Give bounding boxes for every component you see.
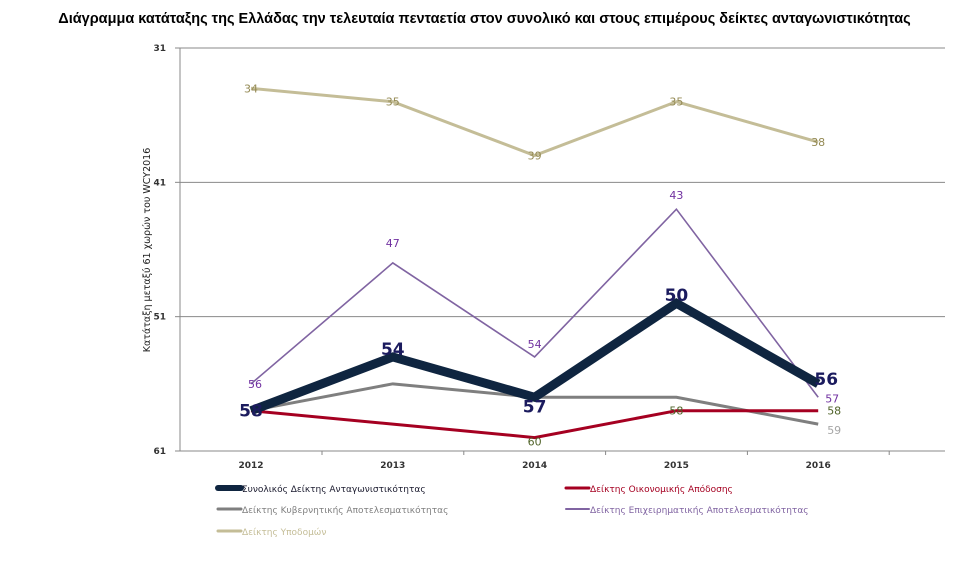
data-label: 58: [827, 405, 841, 418]
data-label: 57: [523, 397, 547, 417]
x-tick-label: 2016: [806, 461, 831, 471]
x-tick-label: 2012: [238, 461, 263, 471]
data-label: 58: [239, 402, 263, 422]
data-label: 35: [386, 96, 400, 109]
series-line: [250, 207, 819, 398]
legend-label: Συνολικός Δείκτης Ανταγωνιστικότητας: [242, 484, 426, 495]
data-label: 59: [827, 424, 841, 437]
y-tick-label: 61: [153, 447, 166, 457]
data-label: 54: [528, 338, 542, 351]
data-label: 50: [665, 286, 689, 306]
legend-label: Δείκτης Κυβερνητικής Αποτελεσματικότητας: [242, 505, 448, 516]
data-label: 54: [381, 340, 405, 360]
legend-label: Δείκτης Υποδομών: [242, 527, 326, 538]
data-label: 39: [528, 149, 542, 162]
data-label: 56: [248, 378, 262, 391]
y-axis-label: Κατάταξη μεταξύ 61 χωρών του WCY2016: [142, 148, 153, 353]
y-tick-label: 51: [153, 313, 166, 323]
data-label: 47: [386, 237, 400, 250]
legend-label: Δείκτης Επιχειρηματικής Αποτελεσματικότη…: [590, 505, 809, 516]
data-label: 56: [814, 370, 838, 390]
series-line: [249, 297, 821, 415]
data-label: 35: [669, 96, 683, 109]
x-tick-label: 2013: [380, 461, 405, 471]
y-tick-label: 31: [153, 44, 166, 54]
x-tick-label: 2014: [522, 461, 547, 471]
series-line: [250, 86, 819, 158]
data-label: 58: [669, 405, 683, 418]
data-label: 34: [244, 82, 258, 95]
legend-label: Δείκτης Οικονομικής Απόδοσης: [590, 484, 733, 495]
series-line: [250, 409, 819, 440]
y-tick-label: 41: [153, 178, 166, 188]
chart-title: Διάγραμμα κατάταξης της Ελλάδας την τελε…: [58, 11, 911, 27]
data-label: 38: [811, 136, 825, 149]
data-label: 60: [528, 436, 542, 449]
x-tick-label: 2015: [664, 461, 689, 471]
data-label: 57: [825, 392, 839, 405]
data-label: 43: [669, 189, 683, 202]
